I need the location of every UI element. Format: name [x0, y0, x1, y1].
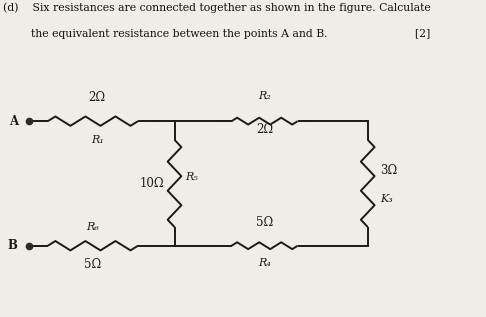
Text: 2Ω: 2Ω: [88, 91, 106, 104]
Text: 3Ω: 3Ω: [381, 165, 398, 178]
Text: the equivalent resistance between the points A and B.                         [2: the equivalent resistance between the po…: [3, 29, 430, 39]
Text: R₆: R₆: [87, 222, 99, 232]
Text: R₂: R₂: [258, 91, 271, 101]
Text: (d)    Six resistances are connected together as shown in the figure. Calculate: (d) Six resistances are connected togeth…: [3, 3, 431, 13]
Text: 5Ω: 5Ω: [256, 216, 273, 229]
Text: R₅: R₅: [185, 172, 198, 182]
Text: A: A: [9, 115, 18, 128]
Text: 5Ω: 5Ω: [84, 258, 102, 271]
Text: 10Ω: 10Ω: [139, 177, 164, 190]
Text: R₁: R₁: [91, 135, 104, 145]
Text: K₃: K₃: [381, 194, 393, 204]
Text: R₄: R₄: [258, 258, 271, 268]
Text: 2Ω: 2Ω: [256, 123, 273, 136]
Text: B: B: [8, 239, 18, 252]
